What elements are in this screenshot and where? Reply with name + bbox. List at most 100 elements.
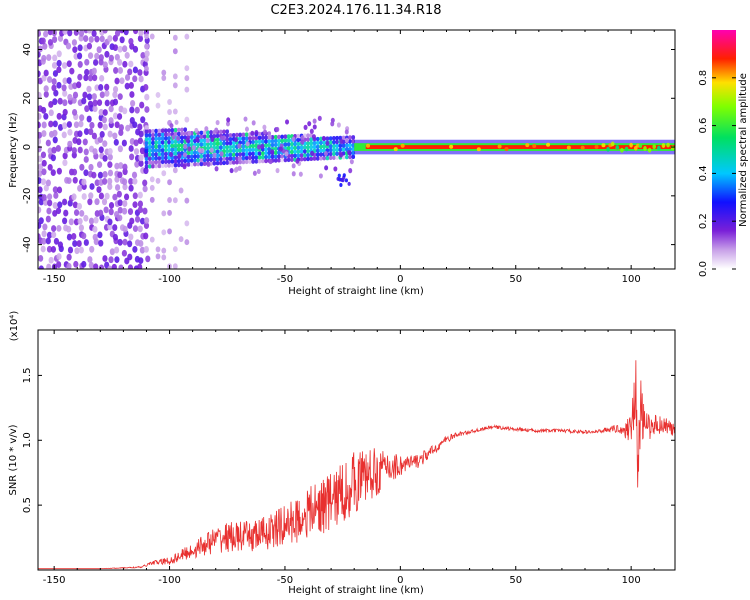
spectrogram-cell [290,146,294,150]
spectrogram-cell [171,148,175,152]
spectrogram-cell [148,129,152,133]
spectrogram-cell [94,53,99,60]
spectrogram-cell [300,145,304,149]
spectrogram-cell [449,145,453,149]
spectrogram-cell [300,140,304,145]
spectrogram-cell [148,160,152,164]
spectrogram-cell [225,129,229,133]
spectrogram-cell [216,145,220,149]
spectrogram-cell [79,224,84,231]
spectrogram-cell [148,141,152,145]
spectrogram-cell [304,125,308,130]
spectrogram-cell [268,135,272,140]
snr-xtick-label: -100 [158,575,181,586]
colorbar-tick-label: 0.4 [698,165,709,181]
spectrogram-cell [57,187,62,194]
spectrogram-cell [104,193,109,200]
spectrogram-cell [53,137,58,144]
spectrogram-cell [128,61,133,68]
spectrogram-cell [62,28,67,35]
spectrogram-cell [62,62,67,69]
spectrogram-cell [232,156,236,160]
spectrogram-cell [335,148,339,152]
spectrogram-cell [229,157,233,161]
spectrogram-cell [264,143,268,147]
spectrogram-cell [242,156,246,160]
spectrogram-cell [203,162,207,166]
spectrogram-cell [498,145,502,149]
spectrogram-cell [53,120,58,127]
spectrogram-cell [203,154,207,158]
spectrogram-cell [56,225,61,232]
spectrogram-cell [662,143,666,148]
spectrogram-cells [36,27,675,273]
spectrogram-cell [128,264,133,271]
spectrogram-cell [133,27,138,34]
spectrogram-cell [161,140,165,144]
spectrogram-cell [210,137,214,142]
spectrogram-cell [179,236,184,242]
spectrogram-cell [257,169,261,174]
spectrogram-cell [242,144,246,148]
spectrogram-cell [316,156,320,160]
spectrogram-cell [88,192,93,199]
spectrogram-cell [150,176,155,182]
spectrogram-cell [297,149,301,153]
spectrogram-cell [196,162,200,166]
spectrogram-cell [87,256,92,263]
spectrogram-cell [117,191,122,198]
spectrogram-cell [225,157,229,161]
spectrogram-cell [290,150,294,154]
spectrogram-cell [204,126,208,131]
spectrogram-cell [164,132,168,136]
spectrogram-cell [79,210,84,217]
spectrogram-cell [128,38,133,45]
spectrogram-cell [235,148,239,152]
spectrogram-cell [203,158,207,162]
spectrogram-cell [52,78,57,85]
spectrogram-cell [117,59,122,66]
spectrogram-cell [225,149,229,153]
spectrogram-cell [122,107,127,114]
spectrogram-cell [292,171,296,176]
spectrogram-cell [151,148,155,152]
spectrogram-cell [606,147,610,152]
spectrogram-cell [246,141,250,146]
spectrogram-cell [316,137,320,141]
spectrogram-cell [102,155,107,162]
spectrogram-cell [161,248,166,254]
spectrogram-cell [63,210,68,217]
spectrogram-cell [258,136,262,140]
spectrogram-cell [401,144,405,148]
spectrogram-cell [316,141,320,145]
spectrogram-cell [245,132,249,136]
spectrogram-cell [595,145,599,149]
spectrogram-cell [173,82,178,88]
spectrogram-cell [89,122,94,129]
spectrogram-cell [310,129,314,134]
spectrogram-cell [164,144,168,148]
spectrogram-cell [616,145,620,150]
spectrogram-cell [108,117,113,124]
spectrogram-cell [345,155,349,159]
spectrogram-cell [150,237,155,243]
spectrogram-ytick-label: -20 [22,188,33,204]
spectrogram-cell [145,137,149,141]
spectrogram-cell [303,157,307,161]
spectrogram-cell [112,224,117,231]
spectrogram-cell [229,145,233,149]
spectrogram-cell [127,254,132,261]
spectrogram-cell [128,234,133,241]
spectrogram-cell [238,133,242,137]
spectrogram-cell [167,163,171,167]
spectrogram-cell [251,155,255,159]
spectrogram-cell [180,128,184,132]
spectrogram-cell [229,153,233,157]
spectrogram-cell [200,131,204,135]
spectrogram-cell [114,247,119,254]
spectrogram-cell [144,66,149,72]
spectrogram-cell [81,233,86,240]
spectrogram-cell [83,139,88,146]
spectrogram-cell [79,164,84,171]
spectrogram-cell [77,53,82,60]
